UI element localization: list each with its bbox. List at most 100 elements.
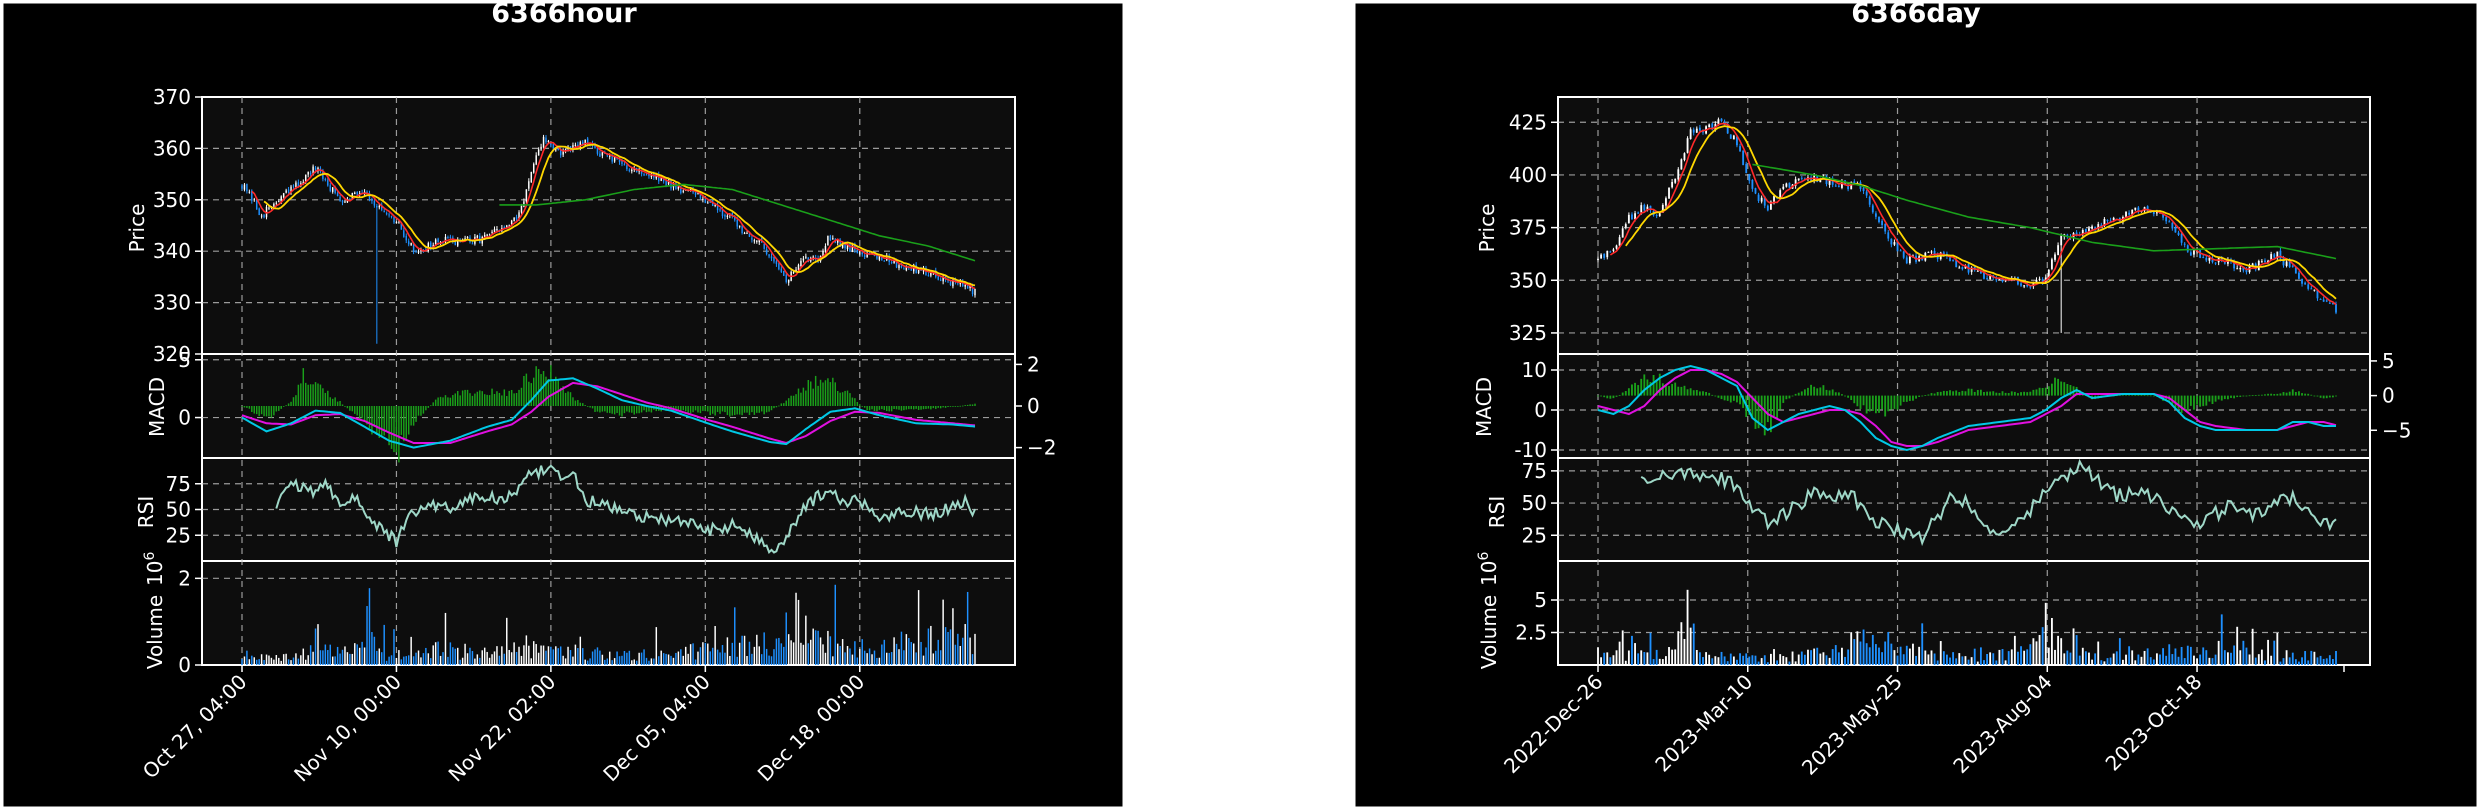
volume-bar [390,655,393,665]
macd-hist-bar [400,406,403,435]
macd-hist-bar [579,402,582,406]
candle-body [1720,118,1723,122]
macd-hist-bar [1973,391,1976,396]
volume-bar [405,656,407,665]
volume-bar [253,657,255,665]
volume-bar [726,637,729,665]
macd-hist-bar [2137,395,2140,396]
volume-bar [944,627,947,665]
macd-hist-bar [2288,391,2291,396]
volume-bar [1822,652,1825,665]
volume-bar [1766,662,1769,665]
candle-body [824,246,827,253]
volume-bar [1624,660,1627,665]
volume-bar [2084,651,2087,665]
candle-body [797,264,800,271]
volume-bar [682,655,685,665]
macd-hist-bar [1689,388,1692,396]
macd-hist-bar [751,406,753,413]
candle-body [1661,204,1664,213]
volume-bar [920,641,922,665]
volume-bar [2294,659,2297,665]
candle-body [1819,178,1822,183]
macd-hist-bar [341,404,344,406]
macd-hist-bar [427,406,430,408]
volume-bar [741,635,743,665]
candle-body [2288,261,2291,267]
volume-bar [459,659,461,665]
macd-hist-bar [1680,386,1683,396]
candle-body [601,152,604,156]
candle-body [356,191,358,195]
macd-axis-label: MACD [145,377,169,437]
volume-bar [1871,634,1874,665]
macd-hist-bar [1927,394,1930,396]
candle-body [243,184,246,190]
candle-body [952,279,954,287]
macd-hist-bar [1822,385,1825,396]
candle-body [1609,251,1612,253]
volume-bar [613,658,616,665]
volume-bar [523,645,525,665]
candle-body [290,186,292,193]
macd-hist-bar [2029,391,2032,396]
volume-bar [479,657,481,665]
macd-hist-bar [1893,395,1896,409]
volume-bar [2029,644,2032,665]
volume-bar [765,648,768,665]
macd-hist-bar [1612,395,1615,399]
candle-body [969,285,971,289]
macd-hist-bar [1989,391,1992,396]
volume-bar [1844,656,1846,665]
volume-bar [456,647,459,665]
rsi-series [1640,458,2337,547]
macd-hist-bar [515,393,518,406]
candle-body [354,192,356,195]
macd-hist-bar [2325,395,2328,399]
candle-body [2193,250,2195,255]
macd-hist-bar [376,406,378,436]
macd-hist-bar [537,369,540,406]
macd-hist-bar [1878,395,1880,413]
volume-bar [1732,656,1735,665]
macd-hist-bar [2328,395,2331,398]
candle-body [2060,235,2063,246]
candle-body [1637,212,1640,214]
candle-body [540,146,542,150]
volume-bar [488,657,491,665]
macd-hist-bar [1930,393,1933,396]
macd-hist-bar [278,406,280,411]
volume-bar [841,639,844,665]
candle-body [537,149,540,156]
macd-hist-bar [1998,392,2001,396]
volume-bar [395,657,398,665]
candle-body [1769,201,1772,210]
candle-body [584,139,586,146]
candle-body [2245,269,2248,273]
y-tick-label: 50 [166,498,191,522]
candle-body [513,217,515,222]
macd-hist-bar [1874,395,1877,414]
candle-body [753,240,756,242]
macd-hist-bar [866,406,868,411]
macd-hist-bar [677,406,680,411]
volume-bar [1769,653,1772,665]
candle-body [503,227,506,229]
volume-bar [2125,654,2127,665]
volume-bar [1698,652,1701,665]
volume-bar [863,650,866,665]
candle-body [415,251,417,253]
candle-body [2029,286,2032,288]
candle-body [2316,289,2319,299]
candle-body [765,248,768,255]
volume-bar [827,630,829,665]
candle-body [420,250,422,252]
volume-bar [2094,653,2097,665]
macd-hist-bar [849,393,851,406]
macd-hist-bar [2125,394,2127,396]
macd-panel [201,353,1016,459]
volume-bar [1810,650,1812,665]
macd-hist-bar [1794,393,1797,396]
volume-bar [1979,647,1982,665]
